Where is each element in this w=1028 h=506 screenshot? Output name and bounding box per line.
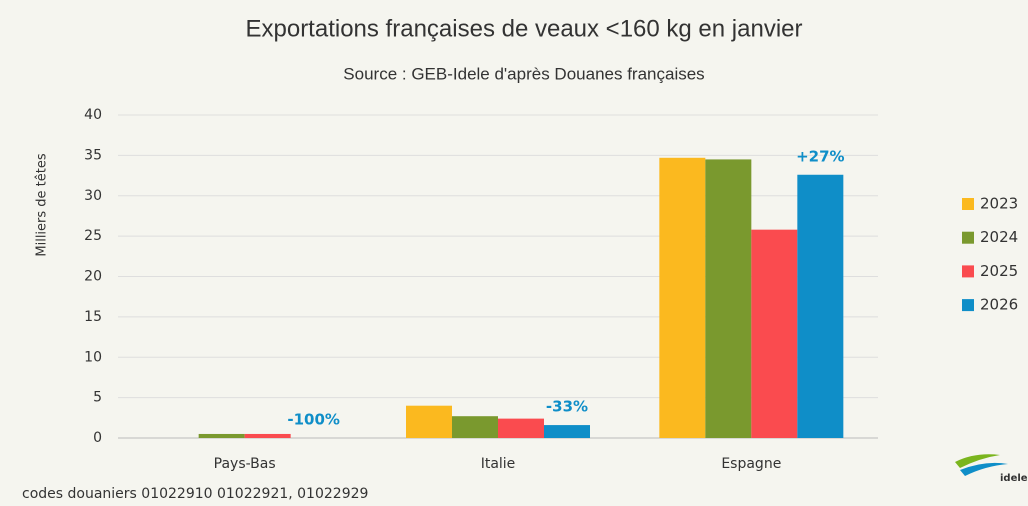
bar — [797, 174, 844, 438]
chart-subtitle: Source : GEB-Idele d'après Douanes franç… — [343, 64, 704, 83]
bar — [659, 157, 706, 439]
y-tick-label: 0 — [93, 430, 102, 446]
y-tick-label: 25 — [84, 228, 102, 244]
logo-swoosh — [960, 462, 1008, 476]
bar — [244, 433, 291, 438]
bar — [705, 159, 752, 438]
y-tick-label: 5 — [93, 390, 102, 406]
x-tick-label: Italie — [481, 456, 516, 472]
y-tick-label: 35 — [84, 147, 102, 163]
legend-swatch — [962, 265, 974, 278]
bar — [751, 229, 798, 438]
y-tick-label: 10 — [84, 349, 102, 365]
x-tick-label: Pays-Bas — [214, 456, 276, 472]
y-tick-label: 15 — [84, 309, 102, 325]
annotation: -33% — [546, 398, 588, 416]
x-tick-label: Espagne — [721, 456, 781, 472]
logo: idele — [955, 454, 1028, 484]
bar — [498, 418, 544, 438]
legend-swatch — [962, 198, 974, 210]
bar — [452, 416, 498, 438]
y-tick-label: 20 — [84, 269, 102, 285]
legend-label: 2023 — [980, 195, 1018, 213]
legend-swatch — [962, 299, 974, 312]
legend-label: 2025 — [980, 262, 1018, 280]
y-tick-label: 40 — [84, 107, 102, 123]
y-axis-label: Milliers de têtes — [35, 153, 50, 256]
logo-swoosh — [955, 454, 1000, 468]
annotation: -100% — [287, 411, 340, 429]
bar — [544, 425, 590, 438]
bar — [406, 405, 452, 438]
legend-swatch — [962, 231, 974, 244]
footnote: codes douaniers 01022910 01022921, 01022… — [22, 486, 368, 502]
y-tick-label: 30 — [84, 188, 102, 204]
bar — [198, 433, 245, 438]
legend-label: 2026 — [980, 296, 1018, 314]
annotation: +27% — [796, 147, 844, 165]
legend-label: 2024 — [980, 228, 1018, 246]
logo-text: idele — [1000, 473, 1028, 484]
chart-title: Exportations françaises de veaux <160 kg… — [245, 15, 802, 42]
